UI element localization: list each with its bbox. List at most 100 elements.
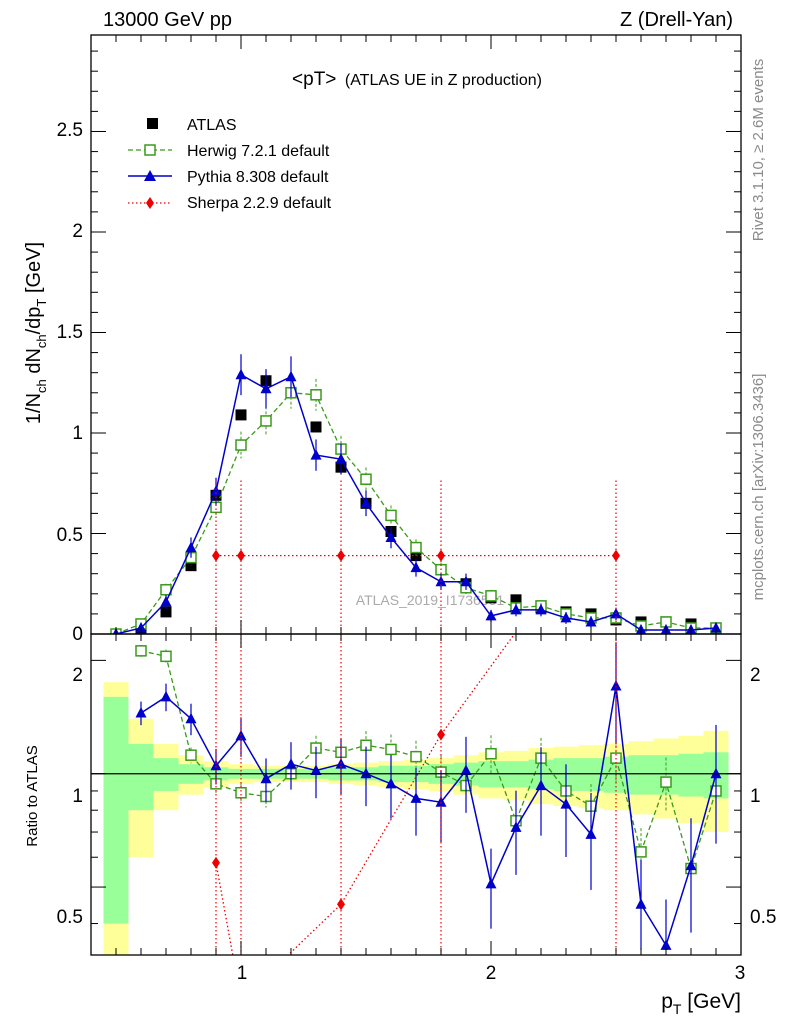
herwig-point [260, 415, 272, 427]
sherpa-point [337, 549, 345, 562]
legend-sherpa-label: Sherpa 2.2.9 default [187, 195, 332, 212]
herwig-point [485, 590, 497, 602]
atlas-point [235, 409, 247, 421]
energy-label: 13000 GeV pp [103, 9, 232, 31]
herwig-ratio-point [485, 747, 497, 760]
legend: ATLAS Herwig 7.2.1 default Pythia 8.308 … [128, 117, 332, 212]
atlas-point [160, 606, 172, 618]
pythia-ratio-point [710, 767, 722, 779]
sherpa-point [612, 549, 620, 562]
legend-pythia-label: Pythia 8.308 default [187, 169, 329, 186]
ratio-y-tick-label-2-left: 2 [72, 665, 83, 686]
pythia-ratio-point [535, 779, 547, 791]
ratio-y-tick-label-1-left: 1 [72, 786, 83, 807]
pythia-ratio-point [685, 859, 697, 871]
pythia-ratio-point [385, 777, 397, 789]
pythia-ratio-point [635, 898, 647, 909]
herwig-ratio-point [635, 846, 647, 858]
mcplots-reference-label: mcplots.cern.ch [arXiv:1306.3436] [750, 374, 767, 601]
main-y-tick-label-2.5: 2.5 [57, 120, 83, 141]
pythia-ratio-point [460, 764, 472, 775]
main-y-axis-label: 1/Nch dNch/dpT [GeV] [23, 242, 49, 424]
x-tick-label-2: 2 [486, 963, 497, 984]
ratio-y-tick-label-0.5-right: 0.5 [750, 907, 776, 928]
sherpa-point [212, 549, 220, 562]
ratio-y-tick-label-0.5-left: 0.5 [57, 907, 83, 928]
ratio-panel-series [135, 489, 722, 1006]
pythia-ratio-line [140, 685, 717, 948]
legend-herwig-marker [144, 144, 156, 156]
sherpa-ratio-point [612, 489, 620, 501]
pythia-ratio-point [135, 706, 147, 718]
legend-herwig-label: Herwig 7.2.1 default [187, 143, 330, 160]
tick-labels: 1 2 3 0 0.5 1 1.5 2 2.5 0.5 1 2 0.5 1 2 [57, 120, 777, 984]
band-inner-bin [628, 755, 654, 795]
pythia-ratio-point [585, 828, 597, 839]
sherpa-ratio-point [437, 728, 445, 741]
herwig-ratio-point [160, 650, 172, 663]
pythia-point [460, 575, 472, 587]
pythia-point [260, 382, 272, 394]
pythia-point [335, 453, 347, 464]
sherpa-ratio-point [212, 856, 220, 869]
pythia-point [360, 497, 372, 508]
herwig-point [235, 439, 247, 451]
pythia-point [510, 603, 522, 615]
legend-pythia-marker [144, 170, 156, 181]
herwig-ratio-point [235, 787, 247, 799]
pythia-point [185, 541, 197, 553]
band-inner-bin [678, 753, 704, 797]
herwig-ratio-point [410, 750, 422, 763]
pythia-ratio-point [485, 877, 497, 889]
pythia-ratio-point [360, 767, 372, 779]
atlas-point [310, 421, 322, 433]
herwig-ratio-point [135, 645, 147, 657]
herwig-ratio-point [660, 776, 672, 788]
x-tick-label-3: 3 [735, 963, 746, 984]
plot-title-main: <pT> [292, 69, 336, 90]
main-panel-series [110, 354, 722, 634]
legend-atlas-label: ATLAS [187, 117, 237, 134]
rivet-version-label: Rivet 3.1.10, ≥ 2.6M events [750, 59, 767, 242]
herwig-point [410, 541, 422, 554]
plot-title: <pT> (ATLAS UE in Z production) [292, 69, 542, 90]
pythia-ratio-point [310, 764, 322, 775]
data-series [110, 354, 722, 1006]
x-axis-label: pT [GeV] [661, 990, 741, 1017]
atlas-point [510, 594, 522, 606]
band-inner-bin [128, 743, 154, 811]
legend-sherpa-marker [146, 197, 154, 209]
herwig-ratio-point [385, 743, 397, 756]
herwig-point [360, 473, 372, 485]
main-y-tick-label-1: 1 [72, 423, 83, 444]
ratio-y-tick-label-1-right: 1 [750, 786, 761, 807]
pythia-ratio-point [560, 798, 572, 809]
plot-title-sub: (ATLAS UE in Z production) [345, 72, 542, 89]
pythia-ratio-point [285, 758, 297, 769]
axes-frame [90, 34, 742, 956]
pythia-ratio-point [160, 690, 172, 702]
pythia-point [235, 368, 247, 380]
pythia-point [285, 370, 297, 382]
sherpa-point [237, 549, 245, 562]
pythia-ratio-point [410, 792, 422, 803]
process-label: Z (Drell-Yan) [620, 9, 733, 31]
herwig-point [385, 509, 397, 522]
sherpa-ratio-point [237, 994, 245, 1006]
pythia-ratio-point [660, 939, 672, 950]
pythia-point [485, 609, 497, 621]
legend-atlas-marker [147, 118, 158, 129]
pythia-ratio-point [610, 679, 622, 691]
band-inner-bin [153, 758, 179, 791]
x-tick-label-1: 1 [237, 963, 248, 984]
ratio-y-tick-label-2-right: 2 [750, 665, 761, 686]
main-y-tick-label-0: 0 [72, 624, 83, 645]
herwig-ratio-point [185, 749, 197, 761]
analysis-watermark: ATLAS_2019_I1736531 [356, 592, 505, 608]
pythia-point [560, 611, 572, 623]
pythia-ratio-point [185, 712, 197, 724]
pythia-point [410, 561, 422, 573]
pythia-point [585, 615, 597, 627]
pythia-ratio-point [260, 772, 272, 784]
